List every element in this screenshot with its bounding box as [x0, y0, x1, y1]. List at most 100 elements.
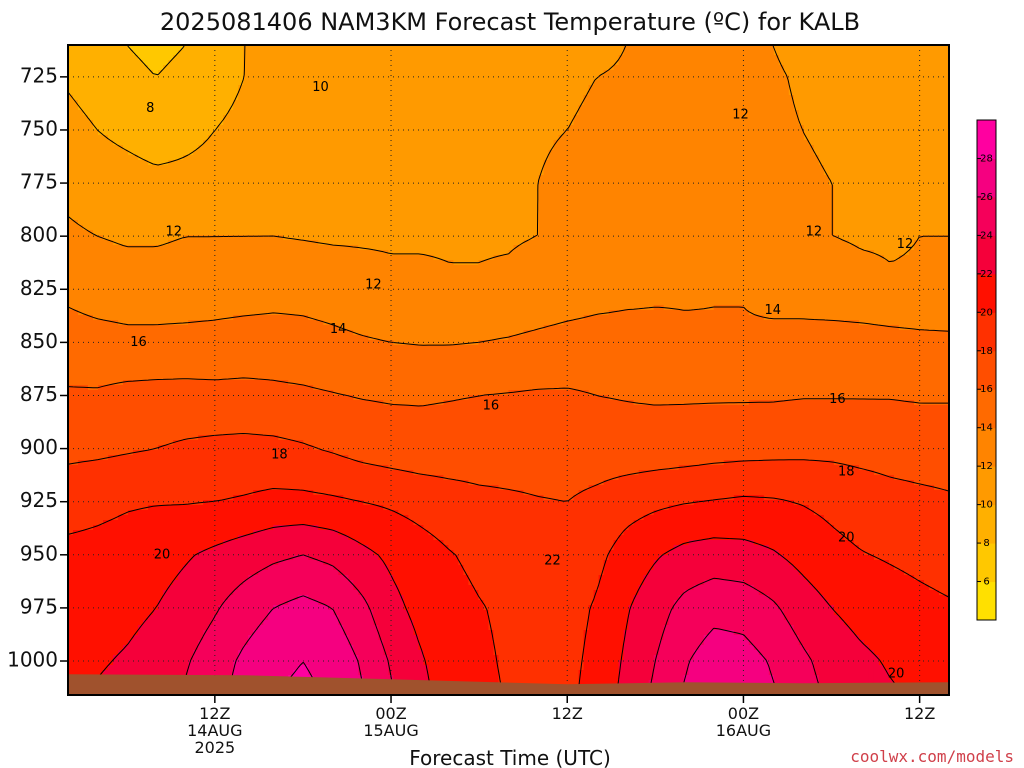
temperature-cell [428, 175, 435, 181]
temperature-cell [248, 175, 254, 181]
temperature-cell [923, 95, 930, 101]
temperature-cell [93, 50, 99, 56]
temperature-cell [593, 175, 600, 181]
temperature-cell [643, 85, 650, 91]
temperature-cell [253, 175, 259, 181]
temperature-cell [478, 155, 485, 161]
temperature-cell [408, 120, 414, 126]
temperature-cell [678, 125, 685, 131]
temperature-cell [508, 95, 515, 101]
temperature-cell [603, 55, 610, 61]
temperature-cell [223, 90, 229, 96]
temperature-cell [313, 45, 319, 51]
temperature-cell [658, 75, 665, 81]
temperature-cell [618, 180, 625, 186]
temperature-cell [188, 155, 194, 161]
temperature-cell [473, 60, 480, 66]
temperature-cell [763, 105, 770, 111]
temperature-cell [203, 65, 209, 71]
temperature-cell [248, 145, 254, 151]
temperature-cell [713, 60, 720, 66]
temperature-cell [463, 115, 470, 121]
temperature-cell [128, 135, 134, 141]
temperature-cell [208, 180, 214, 186]
temperature-cell [643, 140, 650, 146]
temperature-cell [273, 185, 279, 191]
temperature-cell [163, 135, 169, 141]
temperature-cell [538, 95, 545, 101]
temperature-cell [633, 90, 640, 96]
temperature-cell [343, 90, 349, 96]
temperature-cell [723, 125, 730, 131]
temperature-cell [338, 60, 344, 66]
temperature-cell [268, 115, 274, 121]
temperature-cell [273, 105, 279, 111]
temperature-cell [218, 135, 224, 141]
temperature-cell [598, 135, 605, 141]
temperature-cell [553, 165, 560, 171]
temperature-cell [703, 155, 710, 161]
temperature-cell [408, 65, 414, 71]
temperature-cell [373, 120, 379, 126]
temperature-cell [833, 110, 840, 116]
temperature-cell [418, 175, 425, 181]
temperature-cell [743, 130, 750, 136]
temperature-cell [618, 155, 625, 161]
temperature-cell [873, 85, 880, 91]
temperature-cell [338, 70, 344, 76]
temperature-cell [543, 110, 550, 116]
temperature-cell [613, 70, 620, 76]
temperature-cell [773, 170, 780, 176]
temperature-cell [653, 100, 660, 106]
temperature-cell [238, 60, 244, 66]
temperature-cell [353, 140, 359, 146]
temperature-cell [888, 115, 895, 121]
temperature-cell [423, 135, 430, 141]
temperature-cell [663, 165, 670, 171]
temperature-cell [283, 75, 289, 81]
temperature-cell [398, 105, 404, 111]
temperature-cell [638, 140, 645, 146]
temperature-cell [863, 150, 870, 156]
temperature-cell [868, 60, 875, 66]
temperature-cell [693, 135, 700, 141]
temperature-cell [623, 45, 630, 51]
temperature-cell [378, 80, 384, 86]
temperature-cell [138, 165, 144, 171]
temperature-cell [258, 120, 264, 126]
temperature-cell [273, 70, 279, 76]
temperature-cell [303, 110, 309, 116]
temperature-cell [918, 120, 925, 126]
temperature-cell [838, 70, 845, 76]
temperature-cell [183, 95, 189, 101]
temperature-cell [778, 175, 785, 181]
temperature-cell [863, 85, 870, 91]
temperature-cell [773, 100, 780, 106]
temperature-cell [263, 135, 269, 141]
temperature-cell [803, 180, 810, 186]
temperature-cell [258, 80, 264, 86]
temperature-cell [563, 100, 570, 106]
temperature-cell [263, 155, 269, 161]
temperature-cell [248, 95, 254, 101]
temperature-cell [583, 100, 590, 106]
temperature-cell [173, 95, 179, 101]
temperature-cell [128, 145, 134, 151]
temperature-cell [713, 110, 720, 116]
temperature-cell [168, 175, 174, 181]
temperature-cell [828, 70, 835, 76]
temperature-cell [863, 70, 870, 76]
temperature-cell [538, 160, 545, 166]
temperature-cell [358, 90, 364, 96]
temperature-cell [138, 185, 144, 191]
temperature-cell [118, 150, 124, 156]
temperature-cell [428, 50, 435, 56]
temperature-cell [328, 130, 334, 136]
temperature-cell [923, 65, 930, 71]
temperature-cell [313, 50, 319, 56]
temperature-cell [443, 50, 450, 56]
temperature-cell [843, 80, 850, 86]
temperature-cell [243, 110, 249, 116]
temperature-cell [138, 50, 144, 56]
temperature-cell [723, 75, 730, 81]
